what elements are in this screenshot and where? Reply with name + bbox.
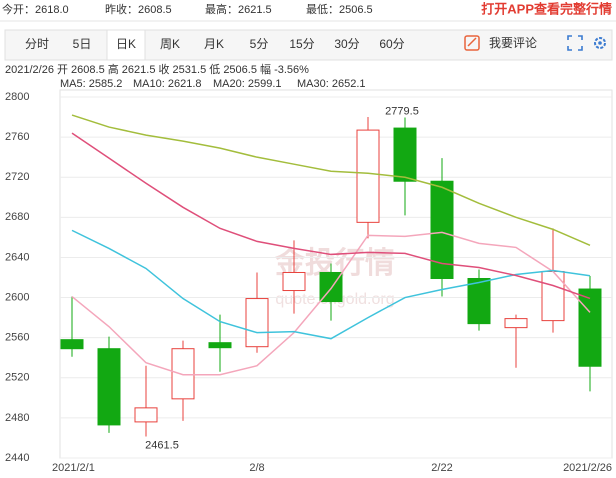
legend-entry: MA10: 2621.8 (133, 78, 202, 90)
tab[interactable]: 周K (160, 37, 180, 51)
y-tick-label: 2640 (5, 251, 29, 263)
candle-body (430, 180, 454, 280)
y-tick-label: 2680 (5, 211, 29, 223)
x-tick-label: 2021/2/26 (563, 462, 612, 474)
settings-icon[interactable] (594, 37, 606, 49)
legend-entry: MA5: 2585.2 (60, 78, 122, 90)
app-link[interactable]: 打开APP查看完整行情 (481, 1, 612, 16)
legend-entry: MA30: 2652.1 (297, 78, 366, 90)
x-tick-label: 2/8 (249, 462, 264, 474)
info-line: 2021/2/26 开 2608.5 高 2621.5 收 2531.5 低 2… (5, 62, 309, 76)
x-tick-label: 2/22 (431, 462, 452, 474)
low-label: 2461.5 (145, 439, 179, 451)
quote-label: 昨收： (105, 2, 138, 16)
quote-value: 2506.5 (339, 4, 373, 16)
tab[interactable]: 月K (204, 37, 224, 51)
y-tick-label: 2440 (5, 452, 29, 464)
y-tick-label: 2560 (5, 332, 29, 344)
toolbar (4, 29, 613, 61)
comment-icon-pen (467, 37, 477, 47)
candle-body (356, 129, 380, 223)
tab-selected-bg (106, 29, 146, 61)
candle-body (393, 127, 417, 182)
legend-entry: MA20: 2599.1 (213, 78, 282, 90)
tab[interactable]: 分时 (25, 37, 49, 51)
candle-body (541, 270, 565, 322)
ma-line (71, 132, 591, 300)
settings-hub (598, 41, 602, 45)
quote-value: 2608.5 (138, 4, 172, 16)
tab[interactable]: 5日 (73, 37, 92, 51)
y-tick-label: 2480 (5, 412, 29, 424)
tab[interactable]: 15分 (289, 37, 314, 51)
candle-body (171, 348, 195, 400)
y-tick-label: 2600 (5, 291, 29, 303)
tab[interactable]: 60分 (379, 37, 404, 51)
candle-body (504, 318, 528, 329)
candle-body (208, 342, 232, 349)
y-tick-label: 2520 (5, 372, 29, 384)
quote-label: 最高： (205, 2, 238, 16)
quote-label: 最低： (306, 3, 339, 16)
candle-body (97, 348, 121, 426)
candle-body (60, 339, 84, 350)
ma-line (71, 114, 591, 246)
candle-body (282, 271, 306, 292)
fullscreen-glyph (567, 35, 583, 51)
ma-line (71, 231, 591, 376)
tab[interactable]: 5分 (250, 37, 269, 51)
y-tick-label: 2760 (5, 131, 29, 143)
settings-gear (594, 37, 606, 49)
y-tick-label: 2720 (5, 171, 29, 183)
comment-icon-box (464, 35, 480, 51)
tab[interactable]: 日K (116, 37, 136, 51)
candle-body (578, 288, 602, 367)
ma-line (71, 229, 591, 340)
candle-body (245, 298, 269, 348)
x-tick-label: 2021/2/1 (52, 462, 95, 474)
candle-body (134, 407, 158, 423)
comment-button[interactable]: 我要评论 (489, 36, 537, 50)
quote-value: 2621.5 (238, 4, 272, 16)
candle-body (467, 278, 491, 325)
quote-value: 2618.0 (35, 4, 69, 16)
quote-label: 今开： (2, 2, 35, 16)
fullscreen-icon[interactable] (567, 35, 583, 51)
comment-icon[interactable] (464, 35, 480, 51)
tab[interactable]: 30分 (334, 37, 359, 51)
y-tick-label: 2800 (5, 91, 29, 103)
high-label: 2779.5 (385, 105, 419, 117)
